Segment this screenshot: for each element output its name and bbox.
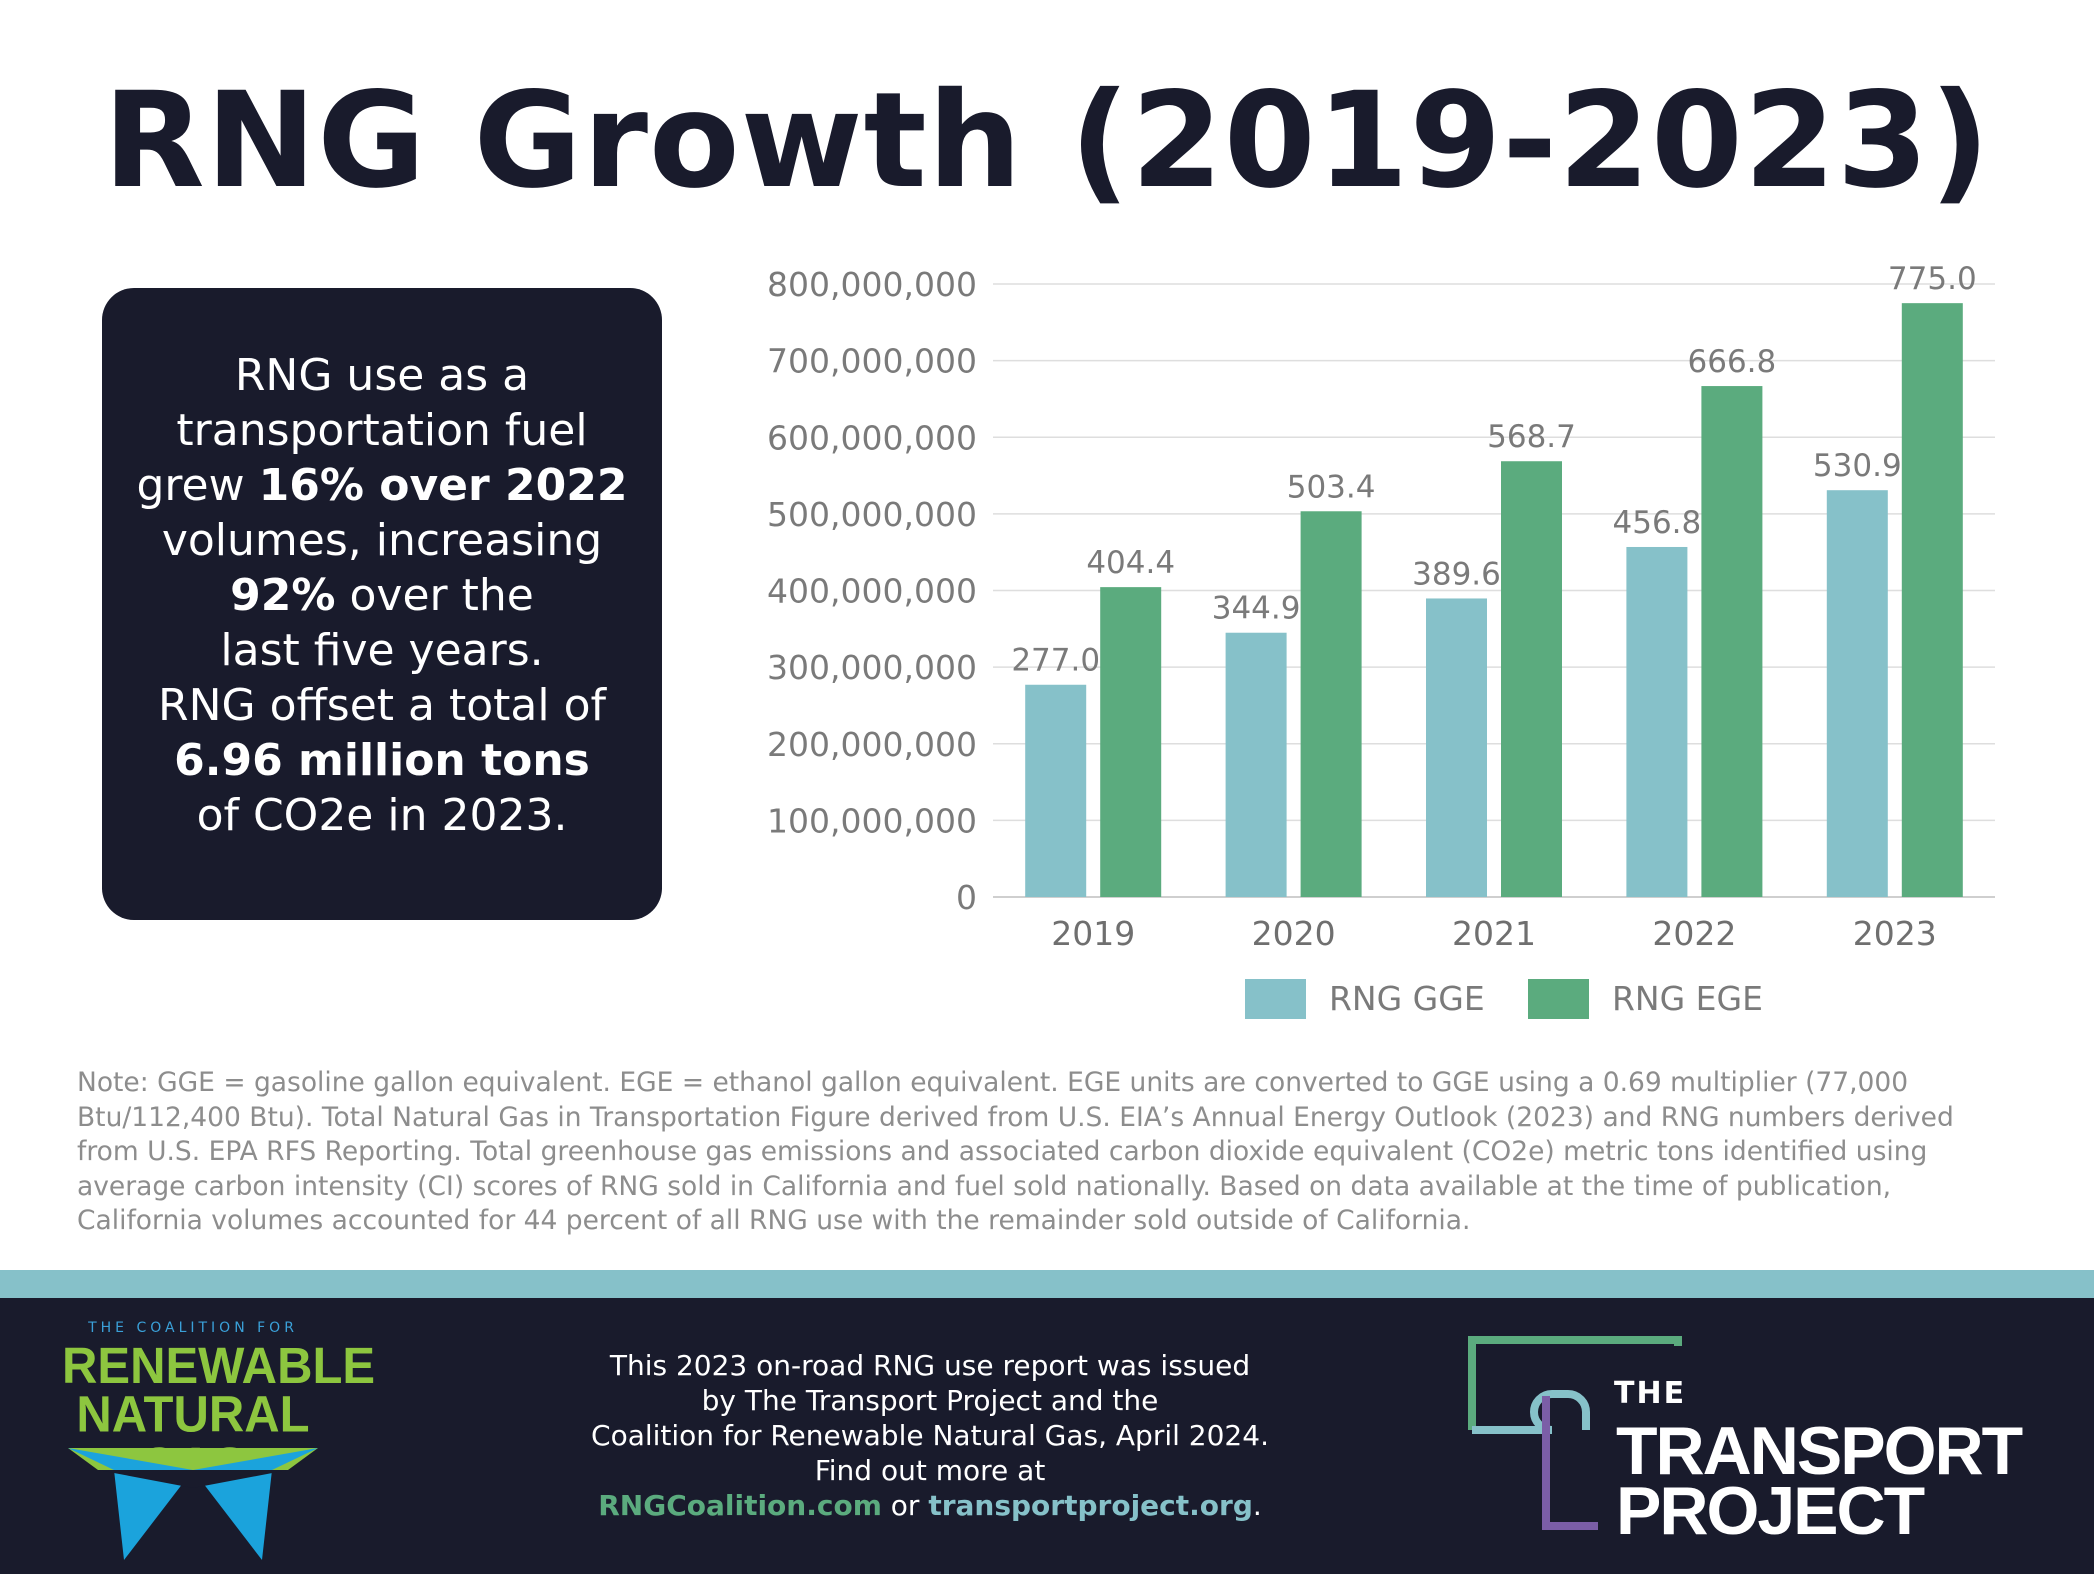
logo-line: PROJECT: [1616, 1473, 1925, 1549]
footnote-line: average carbon intensity (CI) scores of …: [77, 1170, 1892, 1202]
callout-line: of CO2e in 2023.: [196, 790, 568, 841]
footnote-line: California volumes accounted for 44 perc…: [77, 1205, 1471, 1236]
bar-rng-gge: [1826, 490, 1888, 897]
data-label: 277.0: [1011, 643, 1100, 679]
data-label: 389.6: [1412, 556, 1501, 592]
legend-swatch: [1245, 979, 1306, 1019]
logo-line: RENEWABLE: [62, 1337, 376, 1395]
footer-period: .: [1252, 1489, 1262, 1522]
legend-swatch: [1528, 979, 1589, 1019]
logo-line: TRANSPORT: [1616, 1413, 2023, 1489]
y-tick-label: 700,000,000: [767, 342, 977, 381]
y-tick-label: 300,000,000: [767, 648, 977, 687]
page-title: RNG Growth (2019-2023): [103, 64, 1991, 218]
callout-highlight: 6.96 million tons: [174, 735, 590, 786]
y-tick-label: 100,000,000: [767, 801, 977, 840]
x-tick-label: 2021: [1452, 914, 1536, 953]
bar-rng-gge: [1426, 598, 1487, 897]
logo-the: THE: [1614, 1376, 1687, 1411]
x-tick-label: 2019: [1051, 914, 1135, 953]
bar-rng-ege: [1901, 303, 1963, 897]
bar-rng-ege: [1701, 386, 1763, 897]
bar-rng-gge: [1025, 684, 1087, 897]
x-tick-label: 2022: [1652, 914, 1736, 953]
footer-line: This 2023 on-road RNG use report was iss…: [609, 1349, 1251, 1382]
bar-chart: 0 100,000,000 200,000,000 300,000,000 400,00…: [767, 261, 1995, 1019]
footnote-line: from U.S. EPA RFS Reporting. Total green…: [77, 1136, 1928, 1167]
data-label: 344.9: [1212, 591, 1301, 627]
callout-line: grew 16% over 2022: [102, 458, 662, 513]
footer-links: RNGCoalition.com or transportproject.org…: [540, 1488, 1320, 1523]
callout-line: 92% over the: [102, 568, 662, 623]
x-tick-label: 2023: [1853, 914, 1937, 953]
legend-label: RNG GGE: [1329, 979, 1485, 1018]
callout-highlight: 16% over 2022: [258, 460, 628, 511]
y-tick-label: 600,000,000: [767, 418, 977, 457]
bar-rng-ege: [1100, 587, 1162, 897]
footer-divider-band: [0, 1270, 2094, 1298]
callout-line: RNG offset a total of: [158, 680, 606, 731]
data-label: 530.9: [1813, 448, 1902, 484]
x-tick-label: 2020: [1252, 914, 1336, 953]
data-label: 503.4: [1287, 469, 1376, 505]
logo-pipe-icon: [1468, 1336, 1682, 1530]
transportproject-link[interactable]: transportproject.org: [928, 1489, 1253, 1522]
bar-rng-gge: [1225, 632, 1287, 897]
data-label: 404.4: [1086, 545, 1175, 581]
data-label: 775.0: [1888, 261, 1977, 297]
footnote-line: Btu/112,400 Btu). Total Natural Gas in T…: [77, 1101, 1954, 1133]
callout-line: last five years.: [220, 625, 544, 676]
data-label: 456.8: [1613, 505, 1702, 541]
rngcoalition-link[interactable]: RNGCoalition.com: [598, 1489, 882, 1522]
data-label: 568.7: [1487, 419, 1576, 455]
callout-line: RNG use as a: [234, 350, 530, 401]
footer-line: Coalition for Renewable Natural Gas, Apr…: [591, 1419, 1269, 1452]
rng-coalition-logo: THE COALITION FOR RENEWABLE NATURAL GAS: [62, 1320, 376, 1560]
logo-ribbon-icon: [68, 1448, 318, 1560]
callout-text: over the: [335, 570, 534, 621]
y-tick-label: 800,000,000: [767, 265, 977, 304]
data-label: 666.8: [1688, 344, 1777, 380]
footer-line: Find out more at: [814, 1454, 1046, 1487]
y-tick-label: 0: [956, 878, 977, 917]
callout-highlight: 92%: [230, 570, 336, 621]
legend-label: RNG EGE: [1612, 979, 1763, 1018]
callout-line: volumes, increasing: [161, 515, 603, 566]
y-tick-label: 500,000,000: [767, 495, 977, 534]
bar-rng-ege: [1300, 511, 1362, 897]
bar-rng-gge: [1626, 546, 1688, 897]
transport-project-logo: THE TRANSPORT PROJECT: [1468, 1336, 2048, 1546]
y-tick-label: 400,000,000: [767, 572, 977, 611]
bar-rng-ege: [1501, 461, 1562, 897]
footer-line: by The Transport Project and the: [701, 1384, 1159, 1417]
footer-or: or: [881, 1489, 929, 1522]
logo-subtitle: THE COALITION FOR: [88, 1320, 298, 1336]
footer: [0, 1298, 2094, 1574]
footnote-line: Note: GGE = gasoline gallon equivalent. …: [77, 1067, 1909, 1098]
callout-text: grew: [136, 460, 259, 511]
callout-line: transportation fuel: [176, 405, 588, 456]
summary-callout: RNG use as a transportation fuel grew 16…: [102, 288, 662, 920]
y-tick-label: 200,000,000: [767, 725, 977, 764]
footnote: Note: GGE = gasoline gallon equivalent. …: [77, 1066, 2017, 1239]
footer-text: This 2023 on-road RNG use report was iss…: [540, 1348, 1320, 1523]
callout-line: 6.96 million tons: [102, 733, 662, 788]
